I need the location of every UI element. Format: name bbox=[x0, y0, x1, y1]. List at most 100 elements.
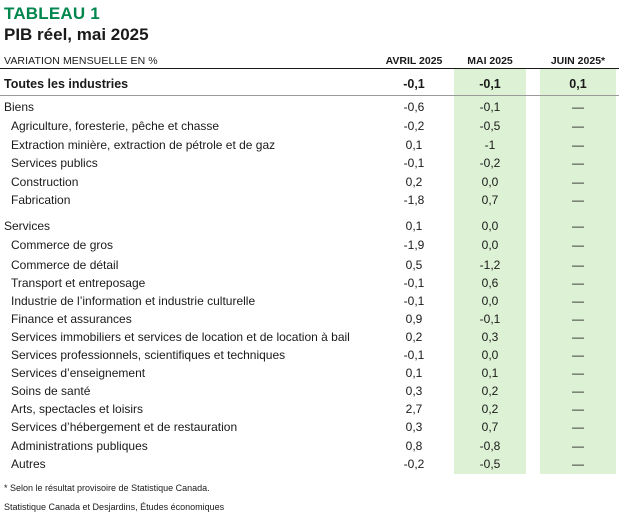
table-row: Services immobiliers et services de loca… bbox=[0, 328, 619, 346]
row-label: Construction bbox=[11, 175, 79, 189]
table-number: TABLEAU 1 bbox=[4, 4, 100, 23]
table-row-total: Toutes les industries -0,1 -0,1 0,1 bbox=[0, 75, 619, 93]
value-may: -1,2 bbox=[479, 258, 501, 272]
value-may: 0,6 bbox=[481, 276, 499, 290]
header-unit-label: VARIATION MENSUELLE EN % bbox=[4, 55, 158, 67]
table-row: Industrie de l’information et industrie … bbox=[0, 292, 619, 310]
value-may: 0,7 bbox=[481, 420, 499, 434]
table-row: Construction 0,2 0,0 — bbox=[0, 173, 619, 191]
value-april: -0,2 bbox=[403, 119, 425, 133]
value-may: -0,1 bbox=[479, 312, 501, 326]
table-row: Services d’enseignement 0,1 0,1 — bbox=[0, 364, 619, 382]
value-may: 0,3 bbox=[481, 330, 499, 344]
table-row: Agriculture, foresterie, pêche et chasse… bbox=[0, 117, 619, 135]
value-june: — bbox=[572, 175, 584, 189]
header-col-april: AVRIL 2025 bbox=[385, 55, 443, 67]
value-june: — bbox=[572, 402, 584, 416]
value-june: — bbox=[572, 366, 584, 380]
value-april: 0,3 bbox=[405, 384, 423, 398]
shade-col-june bbox=[540, 69, 616, 474]
table-row: Commerce de gros -1,9 0,0 — bbox=[0, 236, 619, 254]
value-april: -1,9 bbox=[403, 238, 425, 252]
row-label: Administrations publiques bbox=[11, 439, 148, 453]
value-april: -0,1 bbox=[403, 276, 425, 290]
row-label: Fabrication bbox=[11, 193, 71, 207]
value-june: — bbox=[572, 439, 584, 453]
value-june: — bbox=[572, 193, 584, 207]
value-may: 0,0 bbox=[481, 175, 499, 189]
table-row: Fabrication -1,8 0,7 — bbox=[0, 191, 619, 209]
value-april: 0,1 bbox=[405, 138, 423, 152]
source-note: Statistique Canada et Desjardins, Études… bbox=[4, 502, 225, 512]
table-row-section-goods: Biens -0,6 -0,1 — bbox=[0, 98, 619, 116]
value-april: -0,6 bbox=[403, 100, 425, 114]
table-row: Autres -0,2 -0,5 — bbox=[0, 455, 619, 473]
header-rule bbox=[0, 68, 619, 69]
value-april: 0,1 bbox=[405, 366, 423, 380]
value-june: — bbox=[572, 384, 584, 398]
value-may: 0,0 bbox=[481, 294, 499, 308]
table-row: Finance et assurances 0,9 -0,1 — bbox=[0, 310, 619, 328]
value-may: -0,8 bbox=[479, 439, 501, 453]
row-label: Industrie de l’information et industrie … bbox=[11, 294, 256, 308]
shade-col-may bbox=[454, 69, 526, 474]
value-june: — bbox=[572, 119, 584, 133]
value-april: 0,8 bbox=[405, 439, 423, 453]
value-may: 0,0 bbox=[481, 219, 499, 233]
value-may: 0,2 bbox=[481, 402, 499, 416]
row-label: Biens bbox=[4, 100, 35, 114]
value-may: -0,2 bbox=[479, 156, 501, 170]
value-june: — bbox=[572, 330, 584, 344]
value-april: -0,1 bbox=[403, 348, 425, 362]
table-title: PIB réel, mai 2025 bbox=[4, 25, 149, 44]
value-april: 0,2 bbox=[405, 330, 423, 344]
value-june: — bbox=[572, 294, 584, 308]
value-april: 0,5 bbox=[405, 258, 423, 272]
row-label: Services immobiliers et services de loca… bbox=[11, 330, 350, 344]
table-row: Arts, spectacles et loisirs 2,7 0,2 — bbox=[0, 400, 619, 418]
value-april: -0,1 bbox=[403, 294, 425, 308]
row-label: Agriculture, foresterie, pêche et chasse bbox=[11, 119, 220, 133]
value-may: 0,1 bbox=[481, 366, 499, 380]
row-label: Transport et entreposage bbox=[11, 276, 146, 290]
value-june: — bbox=[572, 276, 584, 290]
value-may: -1 bbox=[484, 138, 496, 152]
value-april: 0,9 bbox=[405, 312, 423, 326]
row-label: Arts, spectacles et loisirs bbox=[11, 402, 144, 416]
row-label: Finance et assurances bbox=[11, 312, 132, 326]
table-row: Services professionnels, scientifiques e… bbox=[0, 346, 619, 364]
row-label: Services d’enseignement bbox=[11, 366, 146, 380]
row-label: Extraction minière, extraction de pétrol… bbox=[11, 138, 276, 152]
row-label: Services d’hébergement et de restauratio… bbox=[11, 420, 238, 434]
value-june: — bbox=[572, 219, 584, 233]
table-row: Services d’hébergement et de restauratio… bbox=[0, 418, 619, 436]
value-april: 0,1 bbox=[405, 219, 423, 233]
table-row-section-services: Services 0,1 0,0 — bbox=[0, 217, 619, 235]
row-label: Autres bbox=[11, 457, 46, 471]
value-april: 2,7 bbox=[405, 402, 423, 416]
row-label: Services professionnels, scientifiques e… bbox=[11, 348, 286, 362]
value-may: -0,1 bbox=[479, 77, 501, 91]
table-row: Administrations publiques 0,8 -0,8 — bbox=[0, 437, 619, 455]
value-june: — bbox=[572, 420, 584, 434]
value-april: -0,1 bbox=[403, 156, 425, 170]
value-april: -1,8 bbox=[403, 193, 425, 207]
value-june: — bbox=[572, 156, 584, 170]
value-april: -0,1 bbox=[403, 77, 425, 91]
value-june: — bbox=[572, 100, 584, 114]
value-june: — bbox=[572, 348, 584, 362]
total-rule bbox=[0, 95, 619, 96]
value-may: -0,5 bbox=[479, 119, 501, 133]
value-may: 0,0 bbox=[481, 238, 499, 252]
value-may: -0,5 bbox=[479, 457, 501, 471]
row-label: Commerce de gros bbox=[11, 238, 114, 252]
value-april: 0,3 bbox=[405, 420, 423, 434]
row-label: Commerce de détail bbox=[11, 258, 119, 272]
value-june: — bbox=[572, 138, 584, 152]
table-row: Commerce de détail 0,5 -1,2 — bbox=[0, 256, 619, 274]
value-june: — bbox=[572, 457, 584, 471]
value-april: -0,2 bbox=[403, 457, 425, 471]
value-june: — bbox=[572, 238, 584, 252]
table-row: Extraction minière, extraction de pétrol… bbox=[0, 136, 619, 154]
table-row: Transport et entreposage -0,1 0,6 — bbox=[0, 274, 619, 292]
